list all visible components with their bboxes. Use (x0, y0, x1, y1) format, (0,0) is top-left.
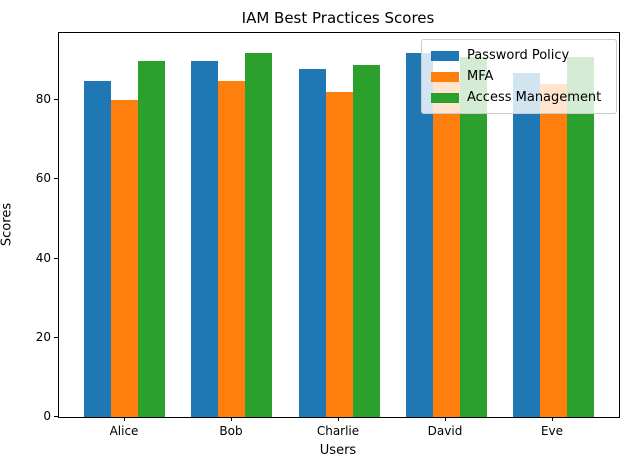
bar (138, 61, 165, 417)
legend-swatch (431, 50, 459, 61)
legend: Password Policy MFA Access Management (421, 39, 617, 114)
y-tick-mark (54, 99, 58, 100)
y-tick-label: 40 (35, 251, 51, 265)
bar (433, 81, 460, 417)
bar (191, 61, 218, 417)
legend-label: MFA (467, 69, 494, 84)
y-tick-label: 80 (35, 92, 51, 106)
y-tick-mark (54, 258, 58, 259)
y-tick-mark (54, 178, 58, 179)
y-tick-label: 20 (35, 330, 51, 344)
y-tick-mark (54, 337, 58, 338)
bar (460, 57, 487, 417)
bar (353, 65, 380, 417)
x-tick-label: David (427, 424, 463, 438)
bar (245, 53, 272, 417)
bar (540, 84, 567, 417)
x-tick-label: Charlie (316, 424, 360, 438)
x-tick-mark (124, 417, 125, 421)
bar (326, 92, 353, 417)
x-tick-label: Bob (219, 424, 243, 438)
x-tick-mark (552, 417, 553, 421)
chart-title: IAM Best Practices Scores (241, 9, 435, 27)
plot-area: Password Policy MFA Access Management (58, 32, 620, 418)
legend-swatch (431, 92, 459, 103)
legend-item: MFA (431, 69, 607, 84)
x-tick-label: Alice (109, 424, 139, 438)
x-tick-label: Eve (540, 424, 564, 438)
bar (218, 81, 245, 417)
legend-label: Access Management (467, 90, 602, 105)
bar (111, 100, 138, 417)
x-tick-mark (445, 417, 446, 421)
legend-item: Password Policy (431, 48, 607, 63)
x-axis-label: Users (319, 443, 357, 458)
legend-item: Access Management (431, 90, 607, 105)
legend-label: Password Policy (467, 48, 570, 63)
legend-swatch (431, 71, 459, 82)
y-tick-label: 0 (43, 409, 51, 423)
bar (567, 57, 594, 417)
bar (84, 81, 111, 417)
bar (513, 73, 540, 417)
bar (299, 69, 326, 417)
y-tick-label: 60 (35, 171, 51, 185)
x-tick-mark (231, 417, 232, 421)
y-tick-mark (54, 416, 58, 417)
x-tick-mark (338, 417, 339, 421)
